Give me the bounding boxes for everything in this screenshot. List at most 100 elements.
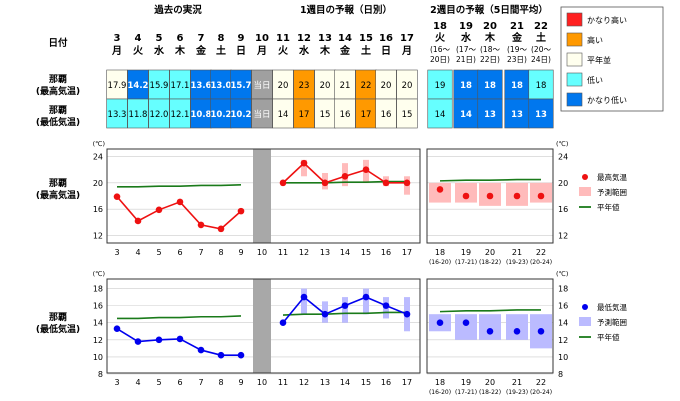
forecast-point — [403, 179, 411, 187]
x-tick-label: 16 — [381, 378, 391, 387]
table-cell-value: 21 — [340, 81, 351, 91]
x-tick-label: 13 — [320, 378, 330, 387]
forecast-point — [341, 172, 349, 180]
normal-line-week2 — [439, 309, 541, 313]
week2-range-end: 20日) — [430, 55, 450, 64]
week2-range-bar — [506, 314, 528, 340]
legend-label: かなり高い — [587, 15, 627, 25]
day-number: 9 — [238, 33, 245, 44]
unit-label: (℃) — [93, 140, 105, 148]
chart-row-label: 那覇 — [49, 178, 67, 189]
weekday: 月 — [401, 45, 412, 57]
table-cell-value: 15 — [320, 110, 331, 120]
week2-x-tick-label: 19 — [461, 248, 471, 257]
x-tick-label: 12 — [299, 378, 309, 387]
table-cell-value: 17.9 — [108, 81, 127, 91]
chart-legend-band — [579, 187, 591, 196]
x-tick-label: 16 — [381, 248, 391, 257]
weekday: 水 — [298, 44, 310, 57]
table-cell-value: 13.6 — [191, 81, 212, 91]
week2-weekday: 水 — [460, 31, 472, 44]
plot-frame-week2 — [426, 278, 554, 374]
legend-label: 平年並 — [587, 55, 611, 65]
week2-point — [513, 192, 521, 200]
table-cell-value: 18 — [511, 81, 523, 91]
week2-range-end: 22日) — [480, 55, 500, 64]
week2-x-tick-label: 18 — [435, 248, 445, 257]
x-tick-label: 7 — [198, 378, 203, 387]
observed-point — [237, 351, 245, 359]
table-cell — [230, 98, 252, 129]
x-tick-label: 5 — [156, 248, 161, 257]
observed-point — [176, 198, 184, 206]
x-tick-label: 7 — [198, 248, 203, 257]
day-number: 13 — [318, 33, 332, 44]
normal-line-past — [117, 184, 242, 188]
week2-x-tick-range: (20-24) — [530, 259, 552, 266]
week2-x-tick-label: 18 — [435, 378, 445, 387]
week2-forecast-title: 2週目の予報（5日間平均） — [430, 4, 548, 16]
unit-label: (℃) — [93, 270, 105, 278]
y-tick-label-right: 10 — [558, 353, 568, 362]
observed-point — [217, 351, 225, 359]
chart-legend-label: 予測範囲 — [597, 317, 627, 327]
week2-range-end: 21日) — [456, 55, 476, 64]
unit-label-right: (℃) — [556, 140, 568, 148]
week2-x-tick-label: 19 — [461, 378, 471, 387]
week2-x-tick-range: (16-20) — [429, 259, 451, 266]
table-cell-value: 12.0 — [150, 110, 169, 120]
normal-line-week2 — [439, 178, 541, 182]
week1-forecast-title: 1週目の予報（日別） — [300, 4, 392, 16]
forecast-point — [321, 179, 329, 187]
table-cell-value: 13.0 — [211, 81, 232, 91]
table-cell-value: 12.1 — [171, 110, 190, 120]
chart-legend-marker — [582, 174, 588, 180]
x-tick-label: 11 — [278, 378, 288, 387]
week2-point — [486, 327, 494, 335]
forecast-range-bar — [301, 288, 307, 315]
weekday: 火 — [133, 45, 144, 57]
forecast-point — [300, 293, 308, 301]
table-cell-value: 17.1 — [171, 81, 190, 91]
x-tick-label: 8 — [218, 248, 223, 257]
week2-x-tick-label: 22 — [536, 378, 546, 387]
table-cell-value: 18 — [484, 81, 496, 91]
table-cell-value: 22 — [361, 81, 372, 91]
x-tick-label: 3 — [114, 378, 119, 387]
forecast-point — [362, 293, 370, 301]
day-number: 14 — [338, 33, 352, 44]
y-tick-label-right: 12 — [558, 336, 568, 345]
day-number: 6 — [177, 33, 184, 44]
day-number: 16 — [379, 33, 393, 44]
table-cell-value: 16 — [381, 110, 392, 120]
table-cell-value: 17 — [361, 110, 372, 120]
day-number: 10 — [255, 33, 269, 44]
week2-range-end: 24日) — [531, 55, 551, 64]
forecast-point — [341, 302, 349, 309]
weekday: 月 — [256, 45, 267, 57]
forecast-range-bar — [342, 297, 348, 323]
week2-point — [537, 327, 545, 335]
table-cell — [528, 98, 554, 129]
legend-swatch — [566, 52, 583, 67]
y-tick-label-right: 24 — [558, 153, 568, 162]
chart-legend-band — [579, 317, 591, 326]
x-tick-label: 3 — [114, 248, 119, 257]
weekday: 火 — [278, 45, 289, 57]
y-tick-label: 16 — [93, 302, 103, 311]
observed-point — [113, 193, 121, 200]
week2-day-number: 19 — [459, 21, 473, 32]
past-observations-title: 過去の実況 — [153, 4, 202, 16]
chart-legend-label: 予測範囲 — [597, 187, 627, 197]
x-tick-label: 6 — [177, 378, 182, 387]
week2-x-tick-label: 20 — [485, 248, 495, 257]
table-cell-value: 14.2 — [128, 81, 149, 91]
week2-range-start: (18〜 — [480, 45, 500, 54]
today-column — [253, 279, 271, 373]
x-tick-label: 10 — [257, 248, 267, 257]
x-tick-label: 8 — [218, 378, 223, 387]
week2-point — [462, 319, 470, 327]
x-tick-label: 13 — [320, 248, 330, 257]
